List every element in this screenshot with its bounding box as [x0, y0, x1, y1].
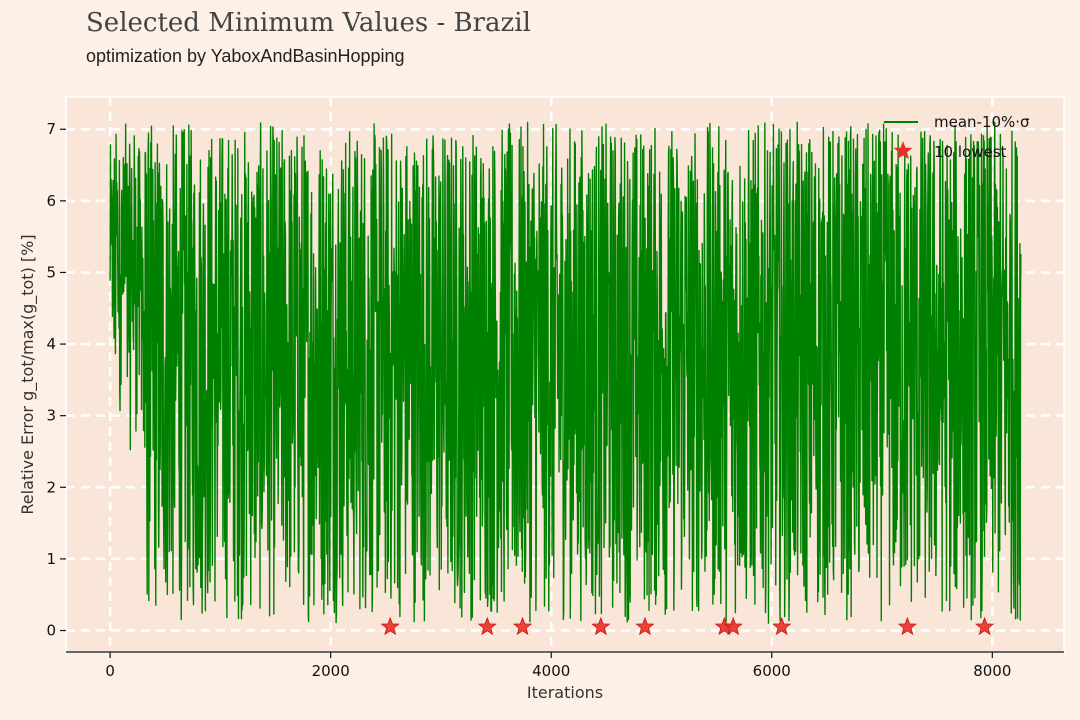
legend: mean-10%·σ 10 lowest [884, 113, 1030, 161]
lowest-point-star [635, 616, 655, 636]
y-tick-label: 5 [46, 263, 56, 281]
y-tick-label: 4 [46, 335, 56, 353]
legend-label-mean: mean-10%·σ [934, 113, 1030, 131]
chart-title: Selected Minimum Values - Brazil [86, 8, 531, 38]
chart-subtitle: optimization by YaboxAndBasinHopping [86, 46, 405, 66]
x-tick-label: 0 [105, 662, 115, 680]
x-axis-label: Iterations [527, 683, 603, 702]
lowest-point-star [974, 616, 995, 636]
y-axis-label: Relative Error g_tot/max(g_tot) [%] [18, 234, 38, 514]
legend-star-icon [893, 141, 913, 160]
series-line-mean [109, 121, 1022, 624]
legend-label-lowest: 10 lowest [934, 143, 1007, 161]
y-tick-label: 1 [46, 550, 56, 568]
y-tick-label: 6 [46, 192, 56, 210]
lowest-point-star [477, 616, 497, 636]
x-tick-label: 4000 [532, 662, 570, 680]
y-tick-label: 0 [46, 622, 56, 640]
lowest-points-group [380, 616, 995, 636]
lowest-point-star [772, 616, 792, 636]
lowest-point-star [512, 616, 533, 636]
y-tick-label: 7 [46, 120, 56, 138]
x-tick-label: 2000 [312, 662, 350, 680]
x-tick-label: 6000 [753, 662, 791, 680]
lowest-point-star [380, 616, 400, 636]
lowest-point-star [591, 616, 611, 636]
y-tick-label: 3 [46, 407, 56, 425]
axes: 0 2000 4000 6000 8000 0 1 2 3 4 5 6 7 [46, 120, 1064, 680]
x-tick-label: 8000 [973, 662, 1011, 680]
lowest-point-star [723, 616, 743, 636]
series-line-group [109, 121, 1022, 624]
lowest-point-star [897, 616, 918, 636]
y-tick-label: 2 [46, 478, 56, 496]
